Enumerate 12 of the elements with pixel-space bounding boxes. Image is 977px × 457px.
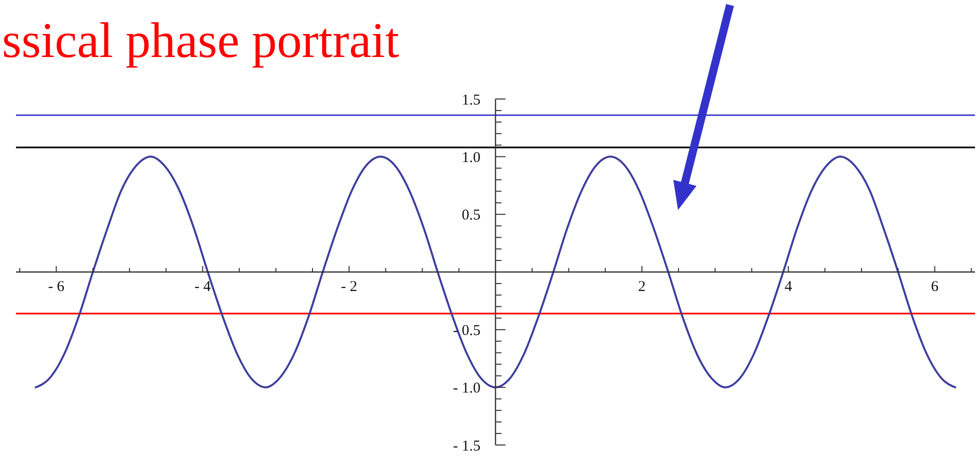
x-tick-label: - 6: [48, 279, 65, 295]
chart-title: ssical phase portrait: [2, 12, 400, 68]
x-tick-label: - 4: [194, 279, 212, 295]
x-tick-label: 2: [638, 279, 646, 295]
y-tick-label: - 1.5: [453, 438, 480, 454]
x-tick-label: 4: [784, 279, 793, 295]
y-tick-label: 1.5: [462, 92, 480, 108]
x-tick-label: 6: [930, 279, 939, 295]
x-tick-label: - 2: [340, 279, 358, 295]
y-tick-label: 1.0: [462, 150, 480, 166]
y-tick-label: - 1.0: [453, 380, 480, 397]
y-tick-label: 0.5: [462, 208, 480, 224]
